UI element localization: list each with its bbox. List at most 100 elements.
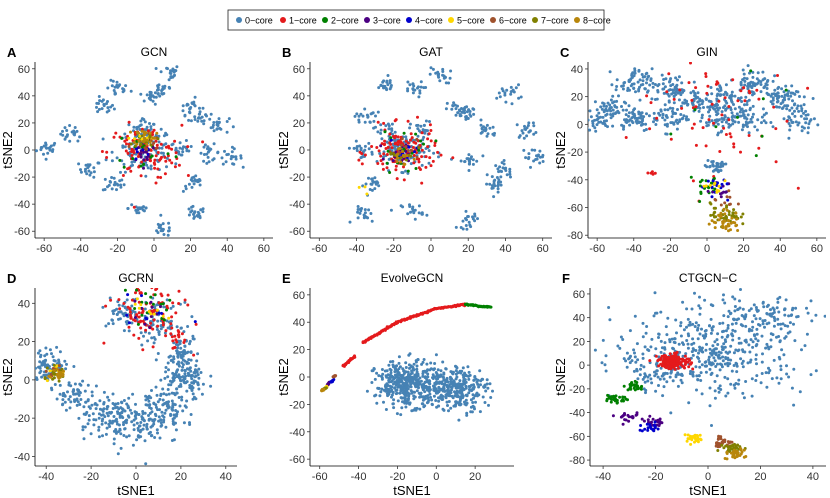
data-point: [586, 375, 589, 378]
data-point: [429, 66, 433, 70]
data-point: [428, 123, 432, 127]
data-point: [769, 121, 773, 124]
data-point: [205, 152, 209, 156]
data-point: [744, 338, 748, 342]
data-point: [162, 305, 166, 309]
data-point: [225, 130, 229, 134]
data-point: [180, 368, 184, 372]
data-point: [715, 106, 719, 110]
data-point: [678, 350, 682, 354]
data-point: [436, 368, 440, 372]
data-point: [472, 396, 475, 400]
data-point: [733, 329, 737, 333]
data-point: [452, 370, 455, 374]
data-point: [755, 332, 759, 336]
data-point: [795, 107, 799, 110]
data-point: [731, 114, 735, 118]
data-point: [188, 421, 191, 425]
data-point: [635, 118, 639, 122]
data-point: [771, 125, 775, 129]
data-point: [748, 71, 751, 75]
data-point: [721, 321, 725, 325]
data-point: [89, 171, 93, 175]
data-point: [685, 115, 689, 119]
data-point: [152, 401, 156, 405]
data-point: [358, 150, 362, 154]
data-point: [174, 155, 178, 159]
data-point: [389, 360, 392, 364]
data-point: [692, 122, 696, 126]
data-point: [402, 147, 406, 151]
data-point: [404, 405, 408, 409]
data-point: [620, 105, 623, 108]
data-point: [402, 376, 406, 380]
data-point: [787, 97, 791, 101]
data-point: [67, 383, 71, 387]
data-point: [420, 148, 424, 152]
data-point: [666, 316, 670, 320]
data-point: [408, 205, 412, 208]
data-point: [729, 358, 733, 362]
data-point: [471, 401, 475, 404]
data-point: [363, 214, 367, 218]
data-point: [388, 79, 392, 83]
data-point: [137, 138, 141, 142]
data-point: [672, 340, 676, 344]
data-point: [661, 113, 665, 117]
data-point: [685, 118, 689, 122]
data-point: [522, 136, 526, 140]
data-point: [159, 305, 162, 309]
data-point: [402, 163, 406, 167]
data-point: [467, 370, 471, 374]
data-point: [150, 336, 154, 340]
data-point: [100, 422, 104, 426]
data-point: [394, 150, 398, 154]
data-point: [160, 317, 164, 320]
data-point: [381, 80, 385, 84]
data-point: [728, 132, 732, 136]
data-point: [169, 306, 173, 310]
data-point: [384, 385, 388, 389]
data-point: [737, 120, 741, 124]
data-point: [181, 150, 185, 154]
data-point: [754, 154, 758, 158]
data-point: [139, 164, 143, 168]
data-point: [404, 139, 408, 143]
plot-area: [35, 288, 213, 466]
data-point: [422, 142, 425, 146]
data-point: [708, 360, 711, 364]
data-point: [628, 329, 632, 333]
data-point: [102, 401, 106, 404]
data-point: [437, 155, 440, 159]
data-point: [674, 318, 678, 322]
data-point: [727, 118, 731, 122]
data-point: [650, 97, 654, 101]
data-point: [444, 395, 448, 399]
data-point: [454, 113, 458, 117]
data-point: [448, 76, 452, 80]
data-point: [110, 150, 114, 154]
data-point: [782, 117, 786, 121]
data-point: [172, 391, 176, 395]
data-point: [696, 91, 700, 95]
data-point: [72, 388, 76, 392]
data-point: [161, 92, 164, 96]
data-point: [175, 412, 179, 416]
y-tick-label: -20: [567, 147, 583, 159]
data-point: [58, 383, 62, 387]
data-point: [192, 381, 196, 385]
data-point: [804, 121, 808, 125]
data-point: [212, 142, 216, 146]
data-point: [137, 424, 141, 428]
data-point: [741, 222, 745, 226]
data-point: [722, 162, 726, 166]
data-point: [69, 400, 73, 404]
data-point: [608, 106, 612, 110]
data-point: [42, 152, 45, 156]
data-point: [471, 158, 475, 162]
data-point: [608, 70, 612, 74]
data-point: [404, 361, 408, 365]
data-point: [681, 88, 685, 92]
data-point: [146, 129, 150, 133]
data-point: [481, 377, 485, 381]
